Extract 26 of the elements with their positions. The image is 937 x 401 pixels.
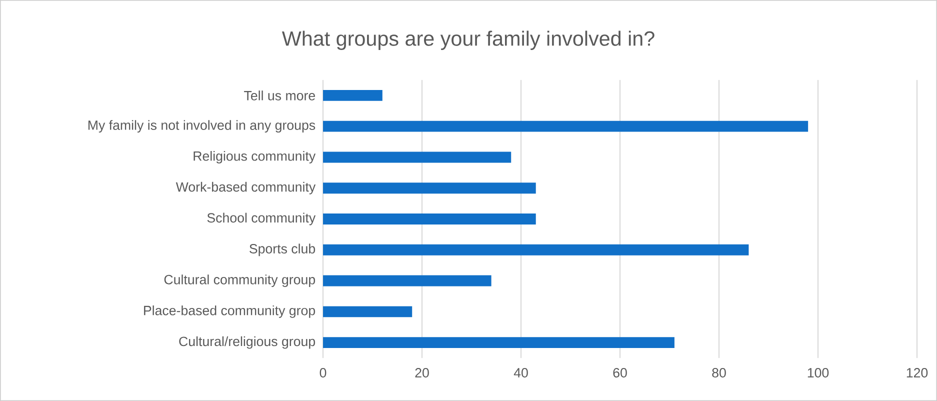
x-tick-label: 100 (808, 368, 829, 378)
y-tick-label: Work-based community (176, 182, 316, 194)
bar (323, 152, 512, 163)
y-tick-label: Cultural/religious group (179, 336, 316, 349)
bar (323, 120, 808, 132)
bar (323, 182, 536, 194)
bar (323, 275, 492, 286)
bar (323, 90, 382, 101)
x-tick-label: 60 (613, 368, 627, 378)
y-tick-label: Religious community (194, 151, 316, 164)
x-tick-label: 0 (320, 368, 326, 378)
y-tick-label: Sports club (250, 244, 316, 256)
x-tick-label: 120 (906, 368, 928, 378)
y-tick-label: School community (207, 212, 316, 226)
chart-title: What groups are your family involved in? (282, 30, 654, 50)
x-tick-label: 20 (415, 368, 429, 378)
x-tick-label: 40 (514, 368, 528, 378)
bar (323, 214, 536, 224)
bar (323, 244, 749, 256)
bar (323, 337, 674, 348)
bar (323, 306, 412, 318)
x-tick-label: 80 (712, 368, 726, 378)
y-tick-label: Place-based community grop (144, 305, 316, 318)
y-tick-label: Tell us more (244, 90, 316, 100)
y-tick-label: My family is not involved in any groups (88, 120, 316, 133)
y-tick-label: Cultural community group (164, 274, 316, 287)
